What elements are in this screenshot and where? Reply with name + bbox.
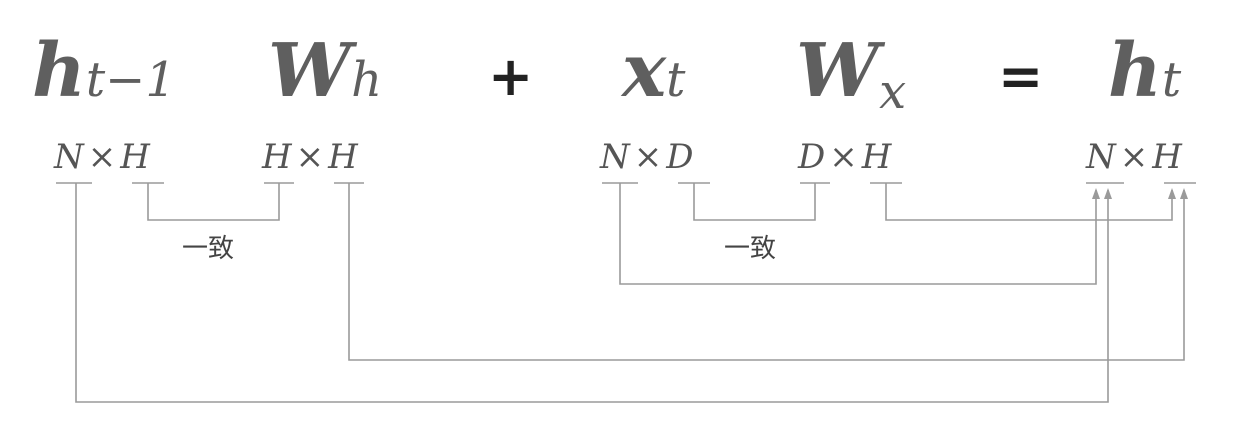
h-t-subscript: t [1161, 52, 1182, 108]
x-t-times: × [633, 137, 663, 177]
w-h-cols: H [328, 137, 358, 177]
h-t-base: h [1108, 28, 1162, 114]
x-t-cols: D [666, 137, 694, 177]
h-t-cols: H [1152, 137, 1182, 177]
h-prev-base: h [32, 28, 86, 114]
w-h-rows: H [262, 137, 292, 177]
connector-hprev-rows [75, 183, 1109, 403]
h-prev-cols: H [120, 137, 150, 177]
h-t-symbol: ht [1108, 34, 1181, 108]
arrowhead-h-1 [1168, 188, 1176, 199]
match-bracket-left [147, 183, 280, 221]
arrowhead-n-2 [1104, 188, 1112, 199]
x-t-symbol: xt [622, 34, 685, 108]
w-h-times: × [295, 137, 325, 177]
w-h-symbol: Wh [268, 34, 382, 108]
x-t-base: x [622, 28, 667, 114]
w-x-symbol: Wx [796, 34, 906, 116]
h-prev-times: × [87, 137, 117, 177]
x-t-shape: N × D [600, 140, 694, 174]
x-t-subscript: t [666, 52, 686, 108]
connector-wh-cols [348, 183, 1185, 361]
connector-xt-rows [619, 183, 1097, 285]
w-x-times: × [829, 137, 858, 177]
connector-wx-cols [885, 183, 1173, 221]
h-prev-subscript: t−1 [85, 52, 176, 108]
plus-operator: + [488, 45, 534, 108]
match-label-left: 一致 [182, 234, 235, 264]
x-t-rows: N [600, 137, 630, 177]
h-prev-shape: N × H [54, 140, 150, 174]
match-label-right: 一致 [724, 234, 777, 264]
h-prev-symbol: ht−1 [32, 34, 176, 108]
w-x-cols: H [861, 137, 892, 177]
arrowhead-n-1 [1092, 188, 1100, 199]
arrowhead-h-2 [1180, 188, 1188, 199]
h-prev-rows: N [54, 137, 84, 177]
w-x-rows: D [798, 137, 826, 177]
match-bracket-right [693, 183, 816, 221]
w-h-base: W [268, 28, 352, 114]
equals-operator: = [998, 45, 1044, 108]
w-x-subscript: x [879, 64, 907, 120]
h-t-times: × [1119, 137, 1149, 177]
w-h-shape: H × H [262, 140, 358, 174]
h-t-shape: N × H [1086, 140, 1182, 174]
w-x-base: W [796, 28, 880, 114]
w-x-shape: D × H [798, 140, 891, 174]
h-t-rows: N [1086, 137, 1116, 177]
w-h-subscript: h [351, 52, 383, 108]
